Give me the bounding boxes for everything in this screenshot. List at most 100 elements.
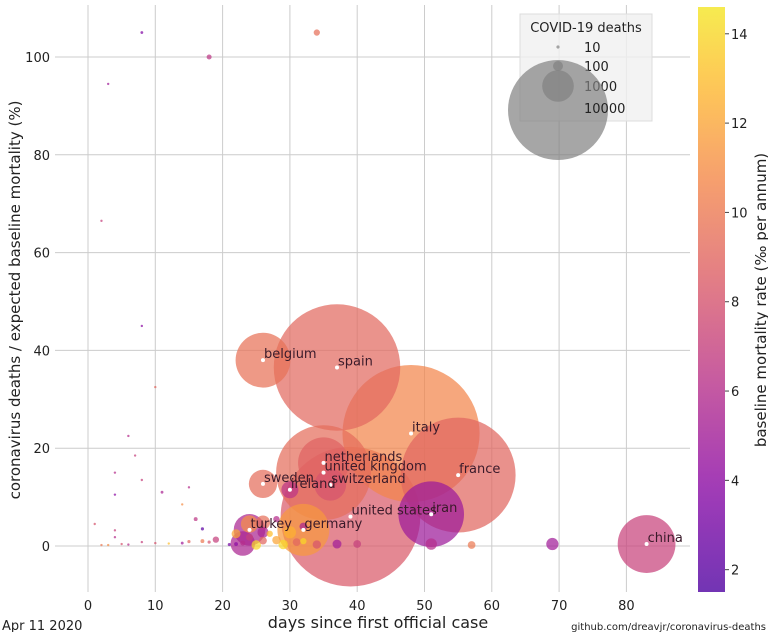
source-label: github.com/dreavjr/coronavirus-deaths [571, 622, 766, 632]
country-label: china [648, 531, 683, 546]
bubble-point [300, 537, 307, 545]
bubble-point [257, 526, 269, 538]
x-tick-label: 40 [349, 599, 366, 614]
y-axis-label: coronavirus deaths / expected baseline m… [6, 101, 24, 500]
bubble-point [127, 434, 130, 438]
label-anchor-dot [247, 527, 252, 532]
bubble-point [100, 219, 103, 223]
label-anchor-dot [335, 365, 340, 370]
bubble-point [251, 540, 261, 550]
x-tick-label: 50 [416, 599, 433, 614]
bubble-point [353, 540, 362, 548]
bubble-point [200, 539, 205, 544]
bubble-point [207, 540, 211, 544]
bubble-point [255, 515, 271, 530]
label-anchor-dot [456, 473, 461, 478]
bubble-point [127, 543, 130, 546]
legend-bubble [508, 60, 608, 160]
bubble-point [106, 543, 110, 547]
label-anchor-dot [321, 470, 326, 475]
country-label: iran [432, 501, 457, 516]
colorbar-tick-label: 8 [731, 296, 739, 311]
bubble-point [133, 454, 137, 457]
bubble-point [266, 530, 273, 537]
bubble-point [283, 526, 297, 539]
label-anchor-dot [287, 487, 292, 492]
bubble-point [245, 533, 254, 541]
bubble-point [259, 536, 267, 545]
colorbar-gradient [698, 7, 725, 592]
country-label: france [459, 462, 500, 477]
y-tick-label: 60 [33, 247, 50, 262]
y-tick-label: 20 [33, 442, 50, 457]
bubble-point [231, 529, 241, 539]
bubble-point [299, 522, 308, 531]
label-anchor-dot [409, 431, 414, 436]
bubble-point [227, 542, 231, 547]
country-label: turkey [251, 517, 293, 532]
bubble-point [113, 535, 117, 539]
y-tick-label: 100 [25, 51, 50, 66]
colorbar-label: baseline mortality rate (‰ per annum) [752, 153, 768, 447]
bubble-point [140, 478, 144, 482]
legend-entry-label: 10 [584, 41, 601, 56]
label-anchor-dot [301, 527, 306, 532]
bubble-point [332, 539, 342, 549]
country-label: germany [304, 517, 362, 532]
bubble-point [100, 543, 103, 547]
x-tick-label: 80 [618, 599, 635, 614]
bubble-point [93, 522, 96, 526]
x-axis-label: days since first official case [268, 613, 488, 632]
label-anchor-dot [644, 542, 649, 547]
bubble-point [206, 54, 212, 60]
bubble-point [546, 537, 559, 551]
bubble-point [292, 538, 301, 546]
bubble-point [154, 541, 157, 545]
legend-entry-label: 10000 [584, 102, 625, 117]
y-tick-label: 40 [33, 344, 50, 359]
x-tick-label: 30 [282, 599, 299, 614]
label-anchor-dot [429, 512, 434, 517]
legend-entry-label: 100 [584, 60, 609, 75]
legend-title: COVID-19 deaths [530, 21, 642, 36]
country-label: belgium [264, 347, 317, 362]
colorbar: 2 4 6 8 10 12 14 baseline mortality rate (‰ pe… [698, 7, 768, 592]
x-tick-label: 70 [551, 599, 568, 614]
country-label: united kingdom [325, 460, 427, 475]
bubble-point [200, 527, 204, 531]
colorbar-tick-label: 2 [731, 564, 739, 579]
bubble-point [140, 540, 144, 544]
x-tick-label: 60 [484, 599, 501, 614]
label-anchor-dot [260, 358, 265, 363]
bubble-point [273, 515, 280, 523]
x-tick-label: 20 [214, 599, 231, 614]
y-tick-labels: 0 20 40 60 80 100 [25, 51, 50, 555]
size-legend: COVID-19 deaths 10100100010000 [508, 13, 653, 160]
bubble-point [160, 490, 164, 494]
label-anchor-dot [260, 481, 265, 486]
bubble-point [193, 517, 198, 522]
y-tick-label: 0 [42, 540, 50, 555]
colorbar-tick-label: 14 [731, 28, 748, 43]
country-label: sweden [264, 471, 314, 486]
colorbar-tick-label: 12 [731, 117, 748, 132]
bubble-point [240, 515, 259, 533]
colorbar-tick-label: 6 [731, 385, 739, 400]
legend-bubble [556, 45, 560, 49]
bubble-point [272, 535, 281, 545]
bubble-point [113, 493, 117, 496]
x-tick-label: 0 [84, 599, 92, 614]
bubble-point [212, 536, 220, 543]
country-label: spain [338, 355, 373, 370]
x-tick-labels: 0 10 20 30 40 50 60 70 80 [84, 599, 635, 614]
bubble-point [240, 540, 246, 546]
bubble-point [187, 486, 191, 489]
colorbar-tick-label: 10 [731, 206, 748, 221]
country-label: netherlands [325, 450, 403, 465]
date-label: Apr 11 2020 [2, 619, 82, 632]
country-label: ireland [291, 477, 336, 492]
bubble-point [154, 385, 157, 389]
bubble-point [180, 541, 184, 545]
label-anchor-dot [321, 460, 326, 465]
